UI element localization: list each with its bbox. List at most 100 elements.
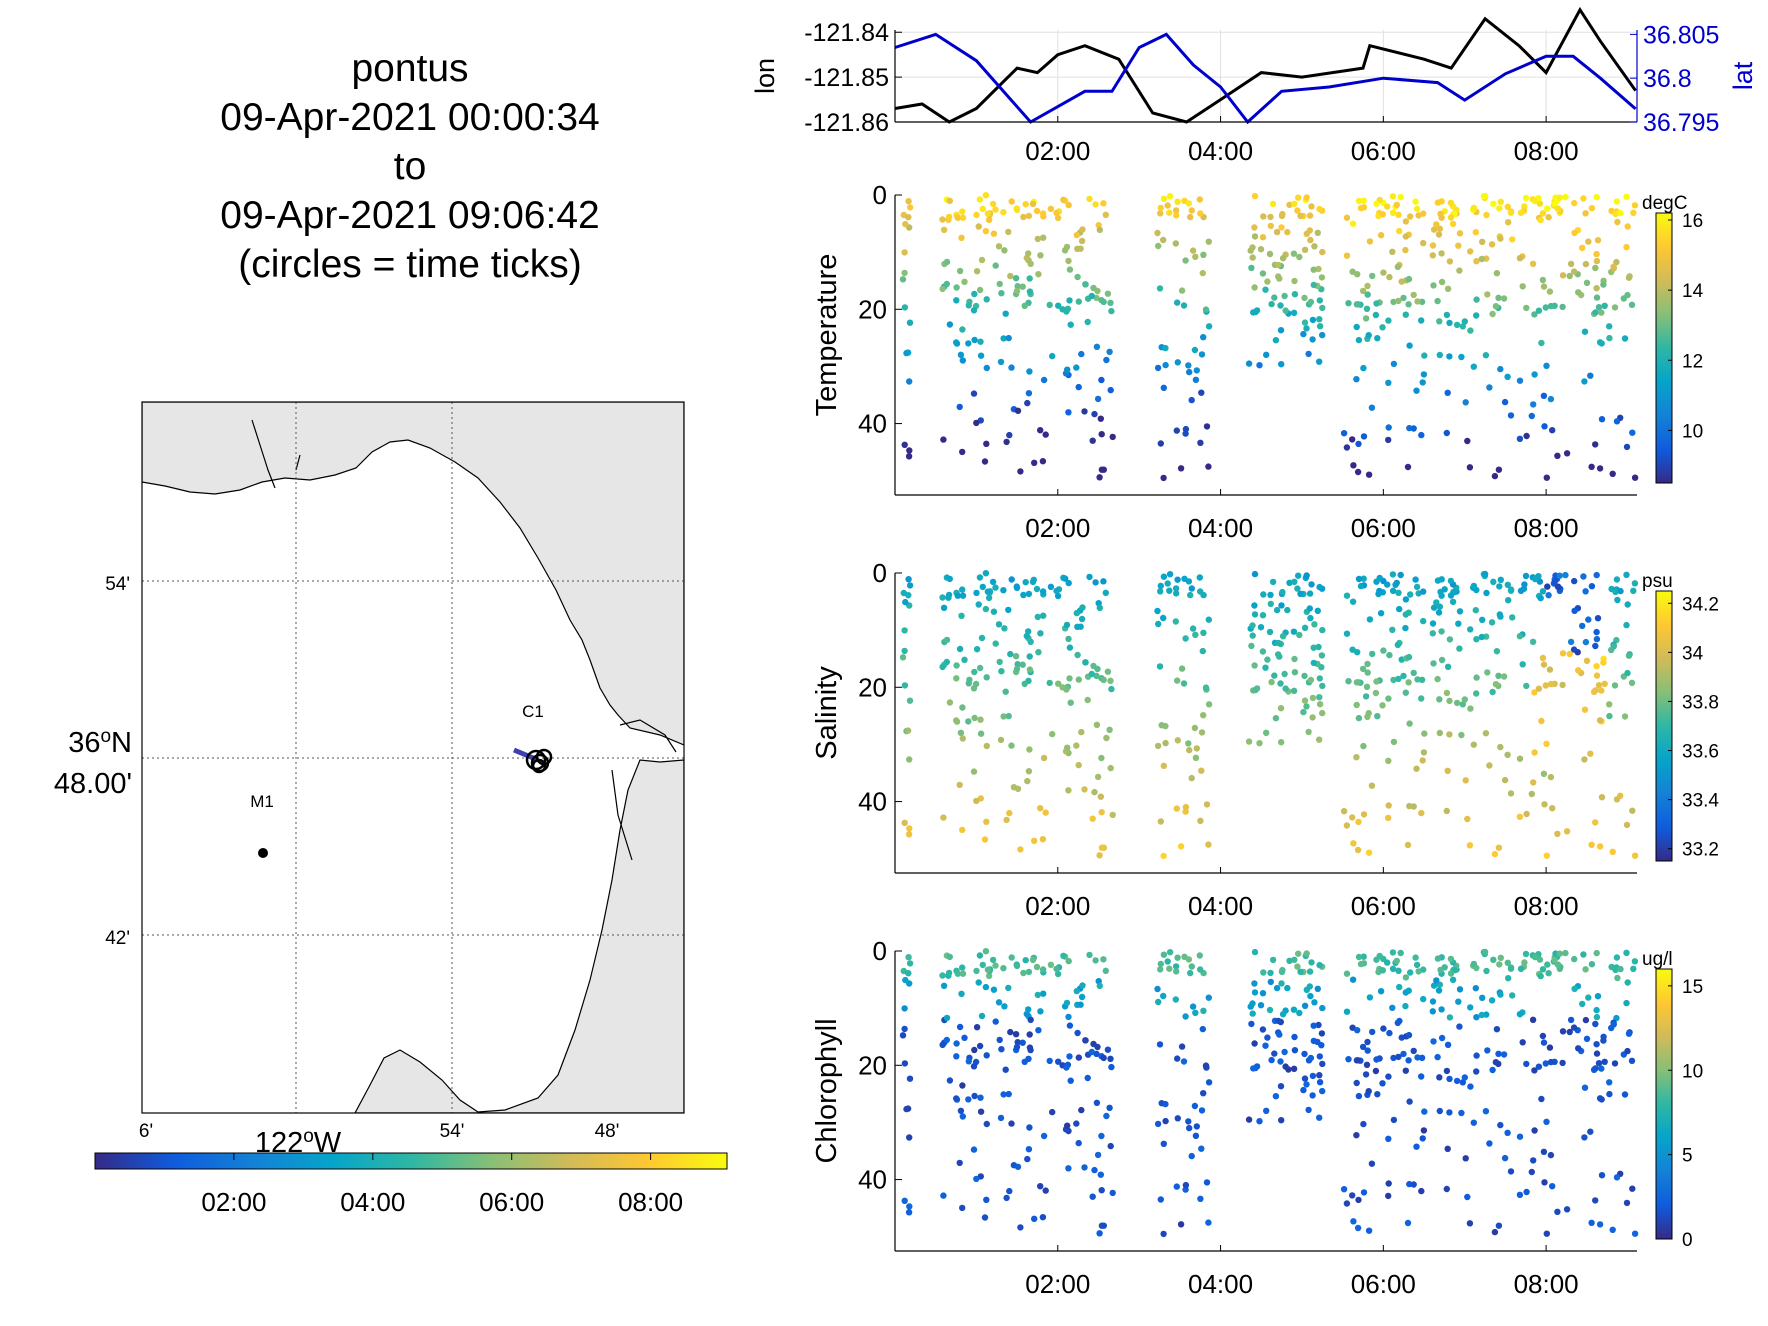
scatter-point — [1291, 669, 1299, 676]
scatter-point — [1156, 1041, 1164, 1048]
scatter-point — [1034, 235, 1042, 243]
scatter-point — [1040, 376, 1048, 384]
scatter-point — [1456, 1023, 1463, 1030]
scatter-point — [1446, 636, 1454, 643]
scatter-point — [1582, 260, 1590, 268]
scatter-point — [1413, 583, 1421, 591]
scatter-point — [1005, 984, 1012, 992]
scatter-point — [1172, 585, 1180, 592]
scatter-point — [959, 704, 966, 711]
scatter-point — [1249, 1000, 1256, 1007]
scatter-point — [906, 697, 914, 704]
scatter-point — [1501, 1154, 1509, 1162]
scatter-point — [1200, 629, 1207, 636]
scatter-point — [1024, 1155, 1031, 1163]
scatter-point — [1191, 724, 1199, 732]
scatter-point — [1613, 954, 1621, 961]
scatter-point — [1629, 807, 1636, 814]
scatter-point — [1611, 304, 1619, 311]
scatter-point — [1291, 1033, 1298, 1041]
scatter-point — [1031, 1215, 1038, 1223]
scatter-point — [1047, 583, 1055, 590]
scatter-point — [1446, 1014, 1454, 1021]
scatter-point — [1429, 998, 1437, 1005]
scatter-point — [1379, 211, 1387, 218]
scatter-point — [1157, 440, 1165, 447]
time-colorbar-tick-label: 06:00 — [479, 1187, 544, 1217]
scatter-point — [1174, 954, 1181, 961]
scatter-point — [1060, 952, 1067, 959]
scatter-point — [973, 797, 980, 805]
scatter-point — [1551, 200, 1558, 208]
scatter-point — [1365, 1088, 1372, 1095]
scatter-point — [1268, 1056, 1275, 1064]
scatter-point — [1434, 199, 1442, 206]
scatter-point — [943, 636, 951, 644]
scatter-point — [998, 290, 1005, 297]
scatter-point — [1624, 669, 1631, 677]
scatter-point — [1160, 195, 1168, 202]
scatter-point — [975, 601, 982, 608]
scatter-point — [992, 962, 999, 969]
scatter-point — [970, 685, 978, 692]
scatter-point — [1075, 1054, 1083, 1061]
scatter-point — [1395, 297, 1402, 305]
scatter-point — [1309, 336, 1316, 343]
scatter-point — [1404, 463, 1412, 471]
scatter-point — [1094, 1151, 1102, 1159]
scatter-point — [1539, 588, 1547, 595]
scatter-point — [1198, 1107, 1206, 1114]
scatter-point — [956, 1023, 964, 1031]
scatter-point — [1504, 1129, 1511, 1137]
scatter-point — [1205, 323, 1213, 330]
scatter-point — [1404, 841, 1412, 849]
scatter-point — [1453, 321, 1461, 329]
scatter-point — [976, 1042, 984, 1050]
scatter-point — [961, 656, 968, 663]
scatter-point — [1003, 438, 1010, 446]
scatter-point — [1481, 948, 1489, 956]
scatter-y-tick-label: 0 — [873, 558, 887, 588]
scatter-point — [1104, 290, 1112, 297]
scatter-point — [1583, 657, 1591, 664]
scatter-point — [1260, 969, 1267, 976]
scatter-point — [1098, 431, 1105, 438]
scatter-point — [1349, 436, 1356, 443]
scatter-point — [1443, 1067, 1451, 1075]
scatter-point — [1446, 697, 1453, 705]
scatter-point — [1172, 207, 1180, 214]
scatter-point — [1319, 1004, 1326, 1012]
scatter-point — [1281, 1048, 1288, 1056]
scatter-point — [1531, 1067, 1538, 1074]
scatter-point — [1366, 994, 1374, 1001]
scatter-point — [1575, 289, 1582, 296]
scatter-point — [906, 204, 914, 211]
scatter-point — [1026, 368, 1033, 375]
scatter-point — [1074, 273, 1081, 281]
scatter-point — [1385, 1135, 1392, 1143]
scatter-point — [1373, 300, 1380, 307]
scatter-point — [998, 1046, 1005, 1053]
scatter-point — [1436, 981, 1444, 988]
scatter-point — [1467, 1004, 1474, 1011]
scatter-point — [1531, 749, 1538, 756]
map-panel: C1 M1 54' 36oN 48.00' 42' 6' 122oW 54' 4… — [54, 401, 728, 1217]
scatter-point — [1297, 968, 1304, 975]
lat-tick-label: 36.805 — [1643, 21, 1719, 49]
scatter-point — [1529, 1016, 1537, 1023]
scatter-point — [1379, 702, 1386, 709]
scatter-point — [1157, 818, 1165, 825]
scatter-point — [983, 440, 990, 447]
scatter-point — [1290, 1065, 1298, 1073]
scatter-point — [1039, 836, 1047, 843]
scatter-point — [1355, 818, 1362, 826]
scatter-point — [1316, 297, 1324, 304]
scatter-point — [1396, 605, 1403, 613]
scatter-point — [983, 364, 990, 372]
scatter-point — [1360, 1189, 1368, 1196]
scatter-point — [1393, 579, 1401, 587]
scatter-point — [1582, 210, 1589, 217]
title-line-note: (circles = time ticks) — [238, 243, 582, 286]
scatter-point — [1535, 685, 1543, 692]
scatter-point — [1540, 283, 1548, 290]
